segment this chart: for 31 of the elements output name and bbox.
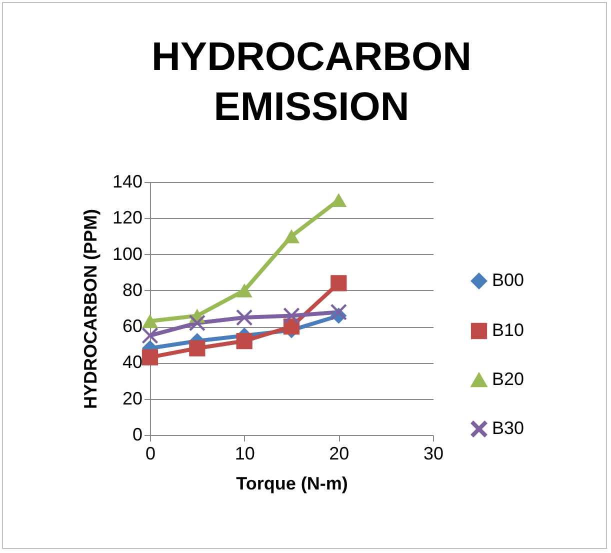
point (142, 349, 158, 366)
y-tick-label: 40 (122, 352, 142, 372)
point (330, 304, 347, 320)
legend-label: B00 (492, 270, 524, 290)
y-tick-label: 140 (112, 172, 142, 192)
legend-label: B30 (492, 418, 524, 438)
y-tick-label: 20 (122, 388, 142, 408)
y-tick-label: 120 (112, 208, 142, 228)
point (283, 308, 300, 324)
x-tick-label: 0 (145, 444, 156, 464)
x-tick-label: 30 (423, 444, 444, 464)
point (236, 309, 252, 326)
y-tick-label: 0 (132, 424, 142, 444)
y-axis-title: HYDROCARBON (PPM) (80, 209, 100, 409)
point (189, 314, 206, 332)
y-tick-label: 100 (112, 244, 142, 264)
chart-title: HYDROCARBON EMISSION (152, 35, 472, 129)
legend-label: B10 (492, 320, 524, 340)
legend-label: B20 (492, 369, 524, 389)
x-tick-label: 10 (234, 444, 255, 464)
point (189, 340, 206, 356)
x-tick-label: 20 (329, 444, 350, 464)
y-tick-label: 60 (122, 316, 142, 336)
point (236, 332, 252, 350)
point (236, 283, 252, 298)
y-tick-label: 80 (122, 280, 142, 300)
point (283, 229, 300, 244)
x-axis-title: Torque (N-m) (236, 474, 348, 494)
point (142, 328, 158, 344)
point (330, 275, 347, 292)
point (142, 314, 158, 328)
